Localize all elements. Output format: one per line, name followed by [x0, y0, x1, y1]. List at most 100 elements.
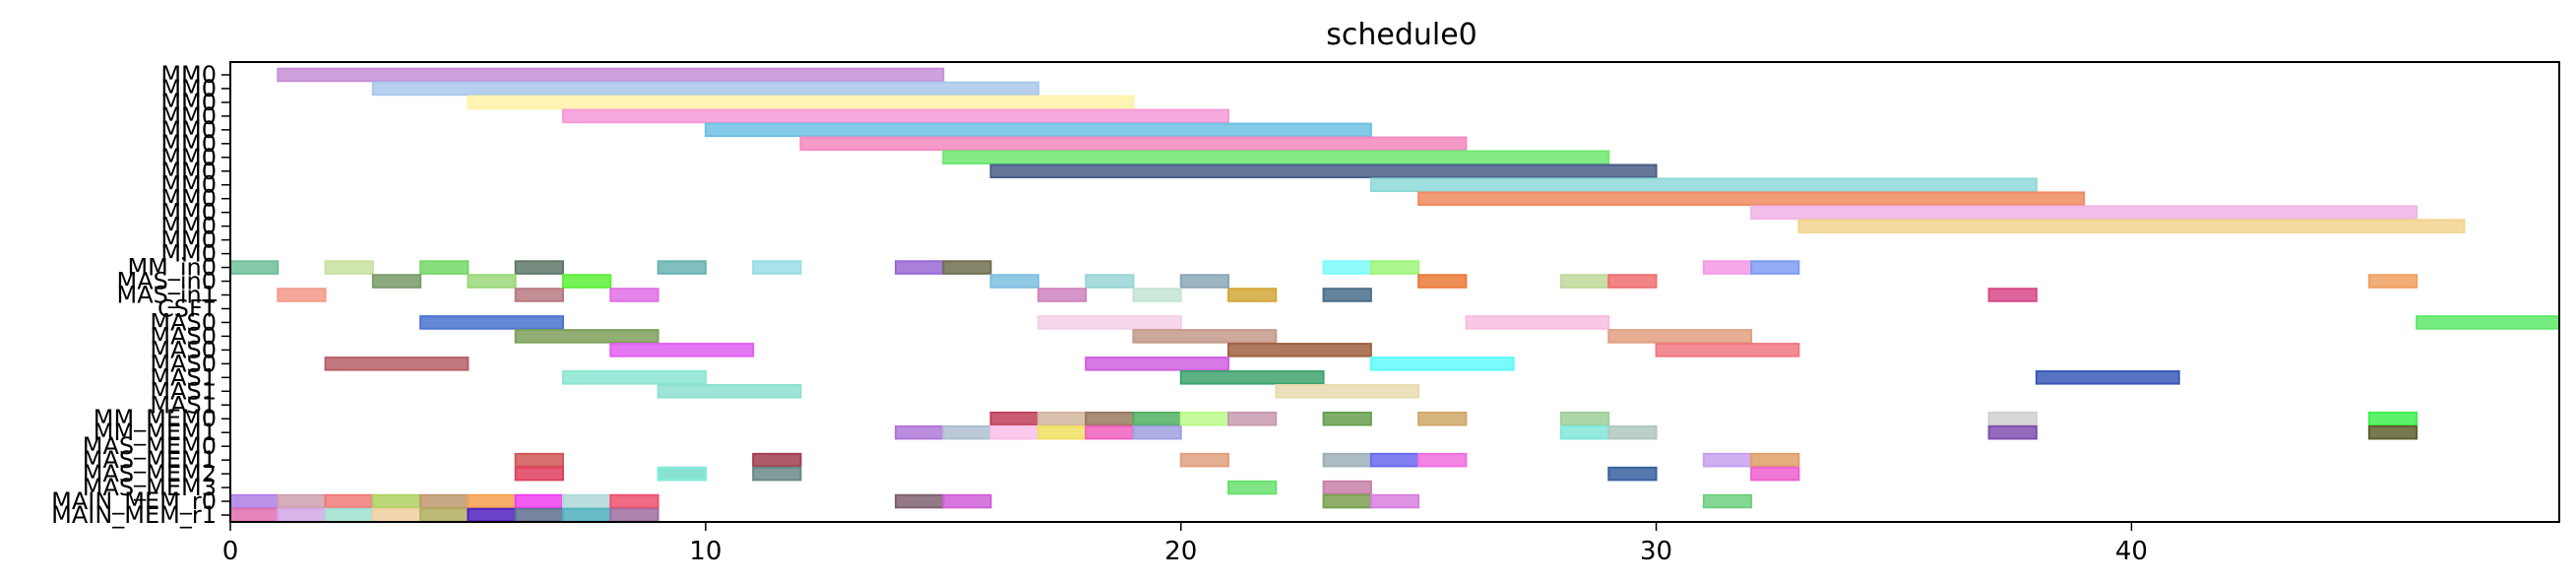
y-tick-label: MAS0 — [150, 322, 217, 350]
bar-row-22-56 — [1179, 370, 1325, 385]
x-tick-label: 0 — [222, 537, 239, 566]
bar-row-20-51 — [1655, 343, 1800, 357]
bar-row-26-80 — [2367, 424, 2419, 440]
bar-row-14-17 — [752, 260, 802, 275]
bar-row-25-69 — [1987, 411, 2038, 426]
y-tick-label: MM0 — [160, 130, 217, 158]
bar-row-26-71 — [895, 424, 945, 440]
bar-row-25-68 — [1560, 411, 1610, 426]
bar-row-18-43 — [1037, 315, 1182, 330]
bar-row-28-86 — [1417, 452, 1468, 468]
bar-row-16-37 — [1037, 288, 1088, 302]
bar-row-25-66 — [1322, 411, 1372, 426]
bar-row-19-46 — [514, 329, 660, 344]
y-tick-label: MM0 — [160, 89, 217, 116]
bar-row-29-91 — [752, 466, 802, 482]
y-tick-label: CSFT — [157, 294, 217, 322]
bar-row-14-12 — [229, 260, 280, 275]
bar-row-16-35 — [514, 288, 565, 302]
plot-frame — [229, 61, 2560, 523]
bar-row-25-67 — [1417, 411, 1468, 426]
bar-row-31-109 — [1369, 493, 1420, 509]
bar-row-31-108 — [1322, 493, 1372, 509]
chart-title: schedule0 — [1326, 18, 1477, 52]
bar-row-16-34 — [277, 288, 327, 302]
bar-row-29-94 — [657, 466, 707, 482]
bar-row-32-119 — [609, 507, 660, 523]
bar-row-15-27 — [989, 274, 1039, 289]
y-tick-label: MM0 — [160, 171, 217, 199]
x-tick-label: 40 — [2115, 537, 2148, 566]
y-tick-label: MM0 — [160, 227, 217, 254]
bar-row-20-50 — [1227, 343, 1372, 357]
y-tick-label: MAS0 — [150, 336, 217, 363]
bar-row-15-26 — [562, 274, 612, 289]
y-tick-label: MAIN_MEM_r1 — [51, 501, 217, 529]
bar-row-32-111 — [229, 507, 280, 523]
bar-row-5-5 — [799, 136, 1468, 152]
bar-row-31-98 — [277, 493, 327, 509]
bar-row-9-9 — [1417, 191, 2086, 206]
bar-row-29-92 — [1607, 466, 1658, 482]
bar-row-28-83 — [1179, 452, 1229, 468]
bar-row-15-25 — [467, 274, 517, 289]
bar-row-32-114 — [371, 507, 422, 523]
bar-row-28-81 — [514, 452, 565, 468]
bar-row-4-4 — [704, 122, 1372, 138]
x-tick-label: 20 — [1164, 537, 1197, 566]
y-tick-label: MM0 — [160, 240, 217, 268]
bar-row-26-78 — [1607, 424, 1658, 440]
bar-row-14-18 — [895, 260, 945, 275]
y-tick-label: MM_MEM0 — [94, 405, 217, 432]
bar-row-14-19 — [942, 260, 992, 275]
bar-row-31-100 — [371, 493, 422, 509]
bar-row-28-87 — [1702, 452, 1753, 468]
y-tick-label: MAS1 — [150, 377, 217, 405]
bar-row-32-115 — [419, 507, 470, 523]
bar-row-7-7 — [989, 163, 1658, 179]
bar-row-31-110 — [1702, 493, 1753, 509]
bar-row-10-10 — [1750, 205, 2419, 220]
bar-row-26-75 — [1085, 424, 1135, 440]
bar-row-29-89 — [514, 466, 565, 482]
bar-row-26-72 — [942, 424, 992, 440]
bar-row-25-63 — [1132, 411, 1182, 426]
bar-row-26-79 — [1987, 424, 2038, 440]
bar-row-25-62 — [1085, 411, 1135, 426]
y-tick-label: MAS1 — [150, 391, 217, 419]
bar-row-32-116 — [467, 507, 517, 523]
bar-row-23-59 — [1275, 384, 1420, 399]
bar-row-22-57 — [2035, 370, 2180, 385]
bar-row-14-16 — [657, 260, 707, 275]
bar-row-0-0 — [277, 67, 945, 83]
bar-row-14-13 — [324, 260, 374, 275]
y-tick-label: MM_in0 — [127, 254, 217, 282]
bar-row-19-47 — [1132, 329, 1278, 344]
bar-row-18-45 — [2416, 315, 2560, 330]
bar-row-18-44 — [1465, 315, 1610, 330]
y-tick-label: MAS_MEM2 — [83, 460, 217, 487]
bar-row-23-58 — [657, 384, 802, 399]
y-tick-label: MM_MEM1 — [94, 419, 217, 446]
bar-row-28-85 — [1369, 452, 1420, 468]
bar-row-15-30 — [1417, 274, 1468, 289]
bar-row-6-6 — [942, 150, 1610, 165]
bar-row-21-52 — [324, 356, 470, 371]
y-tick-label: MAS_in1 — [116, 282, 217, 309]
y-tick-label: MAS_MEM1 — [83, 446, 217, 474]
y-tick-label: MM0 — [160, 116, 217, 144]
bar-row-3-3 — [562, 108, 1229, 124]
bar-row-20-49 — [609, 343, 755, 357]
bar-row-31-106 — [895, 493, 945, 509]
bar-row-25-65 — [1227, 411, 1278, 426]
y-tick-label: MM0 — [160, 185, 217, 213]
bar-row-16-36 — [609, 288, 660, 302]
bar-row-32-117 — [514, 507, 565, 523]
bar-row-26-73 — [989, 424, 1039, 440]
bar-row-25-64 — [1179, 411, 1229, 426]
bar-row-15-33 — [2367, 274, 2419, 289]
bar-row-18-42 — [419, 315, 564, 330]
bar-row-26-77 — [1560, 424, 1610, 440]
bar-row-19-48 — [1607, 329, 1753, 344]
